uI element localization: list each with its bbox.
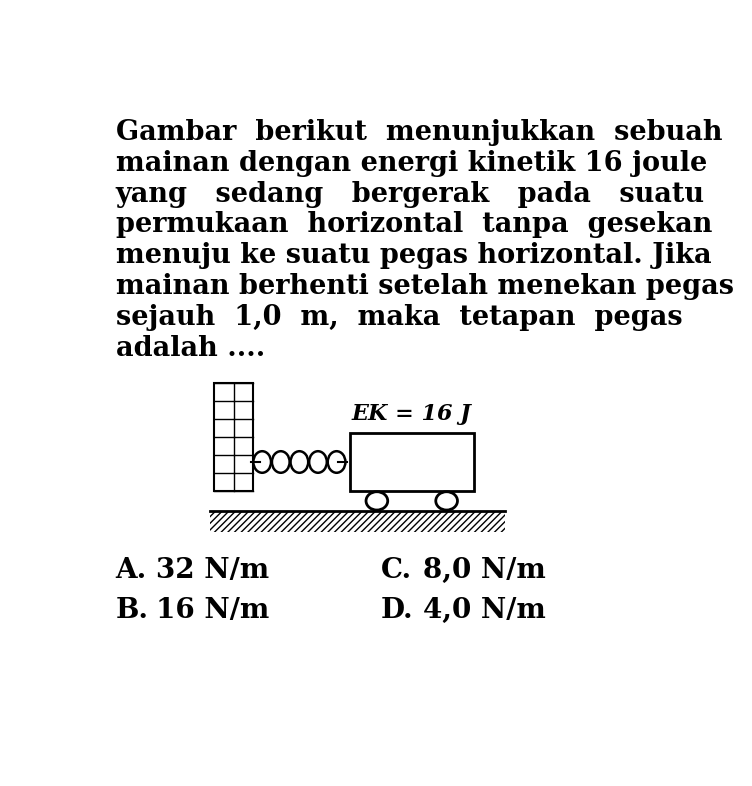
- Text: mainan dengan energi kinetik 16 joule: mainan dengan energi kinetik 16 joule: [116, 150, 707, 177]
- Text: menuju ke suatu pegas horizontal. Jika: menuju ke suatu pegas horizontal. Jika: [116, 242, 711, 269]
- Text: Gambar  berikut  menunjukkan  sebuah: Gambar berikut menunjukkan sebuah: [116, 119, 722, 146]
- Text: C.: C.: [381, 557, 412, 584]
- Text: 16 N/m: 16 N/m: [156, 597, 269, 624]
- Text: D.: D.: [381, 597, 414, 624]
- Text: 32 N/m: 32 N/m: [156, 557, 269, 584]
- Text: yang   sedang   bergerak   pada   suatu: yang sedang bergerak pada suatu: [116, 181, 705, 208]
- Text: mainan berhenti setelah menekan pegas: mainan berhenti setelah menekan pegas: [116, 273, 734, 300]
- Text: A.: A.: [116, 557, 147, 584]
- Bar: [350, 433, 474, 491]
- Bar: [214, 383, 253, 491]
- Text: 4,0 N/m: 4,0 N/m: [423, 597, 546, 624]
- Text: sejauh  1,0  m,  maka  tetapan  pegas: sejauh 1,0 m, maka tetapan pegas: [116, 303, 682, 331]
- Bar: [211, 511, 505, 532]
- Text: EK = 16 J: EK = 16 J: [352, 403, 472, 425]
- Text: 8,0 N/m: 8,0 N/m: [423, 557, 546, 584]
- Text: adalah ....: adalah ....: [116, 335, 265, 362]
- Text: B.: B.: [116, 597, 149, 624]
- Text: permukaan  horizontal  tanpa  gesekan: permukaan horizontal tanpa gesekan: [116, 211, 712, 238]
